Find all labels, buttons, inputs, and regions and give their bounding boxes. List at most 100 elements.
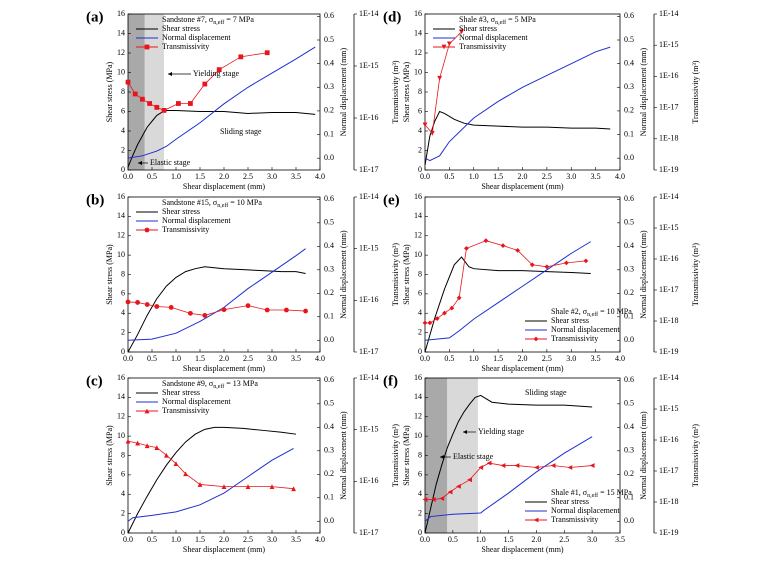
marker: [125, 299, 131, 305]
y3-tick-label: 1E-18: [659, 134, 679, 143]
legend-title: Shale #3, σn,eff = 5 MPa: [459, 15, 536, 27]
x-tick-label: 4.0: [315, 354, 325, 363]
marker: [486, 460, 492, 466]
legend-label: Shear stress: [162, 207, 200, 216]
x-tick-label: 0.0: [123, 354, 133, 363]
y3-tick-label: 1E-19: [659, 347, 679, 356]
y3-tick-label: 1E-16: [659, 435, 679, 444]
marker: [132, 91, 138, 97]
legend-marker: [144, 227, 150, 233]
marker: [168, 304, 174, 310]
legend-label: Normal displacement: [162, 397, 231, 406]
x-tick-label: 1.5: [195, 172, 205, 181]
x-tick-label: 2.0: [518, 172, 528, 181]
y2-axis-title: Normal displacement (mm): [639, 47, 648, 136]
y-tick-label: 10: [117, 431, 125, 440]
marker: [422, 320, 428, 326]
marker: [216, 67, 222, 73]
x-tick-label: 2.5: [542, 172, 552, 181]
legend-label: Shear stress: [459, 24, 497, 33]
y3-tick-label: 1E-16: [359, 476, 379, 485]
y3-tick-label: 1E-14: [359, 373, 379, 382]
x-tick-label: 2.5: [542, 354, 552, 363]
y2-tick-label: 0.1: [324, 493, 334, 502]
y2-tick-label: 0.4: [624, 241, 634, 250]
marker: [437, 75, 443, 81]
y-tick-label: 8: [418, 269, 422, 278]
x-tick-label: 2.0: [219, 354, 229, 363]
x-axis-title: Shear displacement (mm): [481, 545, 564, 554]
marker: [583, 258, 589, 264]
y-tick-label: 16: [414, 192, 422, 201]
marker: [550, 463, 556, 468]
y-tick-label: 0: [121, 165, 125, 174]
panel-label: (f): [383, 373, 398, 389]
x-tick-label: 1.5: [195, 535, 205, 544]
y-tick-label: 0: [418, 165, 422, 174]
y3-tick-label: 1E-17: [659, 466, 679, 475]
legend-label: Transmissivity: [162, 225, 209, 234]
marker: [264, 50, 270, 56]
marker: [140, 96, 145, 102]
legend-label: Shear stress: [162, 24, 200, 33]
x-tick-label: 1.5: [195, 354, 205, 363]
annotation: Yielding stage: [478, 427, 524, 436]
y-tick-label: 0: [121, 347, 125, 356]
y2-tick-label: 0.5: [324, 35, 334, 44]
y3-tick-label: 1E-15: [359, 424, 379, 433]
y2-tick-label: 0.6: [624, 375, 634, 384]
stage-region: [425, 378, 448, 533]
legend-title-part: Sandstone #7, σ: [162, 15, 214, 24]
y2-tick-label: 0.3: [624, 82, 634, 91]
marker: [221, 307, 227, 313]
y2-tick-label: 0.4: [624, 58, 634, 67]
legend-label: Transmissivity: [162, 42, 209, 51]
x-tick-label: 3.5: [291, 172, 301, 181]
y-tick-label: 6: [121, 289, 125, 298]
y-tick-label: 16: [117, 192, 125, 201]
series-line: [424, 256, 591, 353]
marker: [500, 243, 506, 249]
legend-label: Normal displacement: [551, 506, 620, 515]
y-tick-label: 10: [414, 67, 422, 76]
x-axis-title: Shear displacement (mm): [183, 364, 266, 373]
y-tick-label: 6: [121, 470, 125, 479]
arrow-head: [463, 430, 467, 434]
marker: [197, 482, 203, 487]
marker: [500, 463, 506, 468]
legend-label: Transmissivity: [551, 334, 598, 343]
x-tick-label: 3.0: [267, 172, 277, 181]
panel-label: (a): [86, 9, 104, 25]
y-tick-label: 14: [117, 392, 125, 401]
marker: [563, 260, 569, 266]
series-line: [127, 248, 306, 341]
legend-label: Shear stress: [162, 388, 200, 397]
arrow-head: [440, 455, 444, 459]
marker: [245, 303, 251, 309]
y3-tick-label: 1E-14: [359, 9, 379, 18]
legend-title-part: n,eff: [213, 19, 224, 26]
y3-tick-label: 1E-15: [659, 223, 679, 232]
legend-label: Normal displacement: [162, 216, 231, 225]
marker: [144, 443, 150, 449]
y3-tick-label: 1E-19: [659, 528, 679, 537]
y-tick-label: 2: [121, 145, 125, 154]
y2-tick-label: 0.5: [624, 218, 634, 227]
marker: [442, 310, 447, 316]
y-tick-label: 16: [414, 373, 422, 382]
y2-axis-title: Normal displacement (mm): [639, 411, 648, 500]
marker: [439, 496, 445, 501]
y-tick-label: 4: [418, 308, 422, 317]
marker: [221, 484, 227, 490]
y-tick-label: 2: [121, 508, 125, 517]
marker: [202, 313, 208, 318]
y-tick-label: 10: [414, 250, 422, 259]
y-tick-label: 0: [418, 528, 422, 537]
legend-label: Shear stress: [551, 316, 589, 325]
series-line: [127, 448, 294, 522]
y3-tick-label: 1E-16: [359, 295, 379, 304]
legend-label: Normal displacement: [551, 325, 620, 334]
y3-tick-label: 1E-17: [359, 165, 379, 174]
marker: [467, 477, 472, 483]
legend-title-part: n,eff: [217, 202, 228, 209]
